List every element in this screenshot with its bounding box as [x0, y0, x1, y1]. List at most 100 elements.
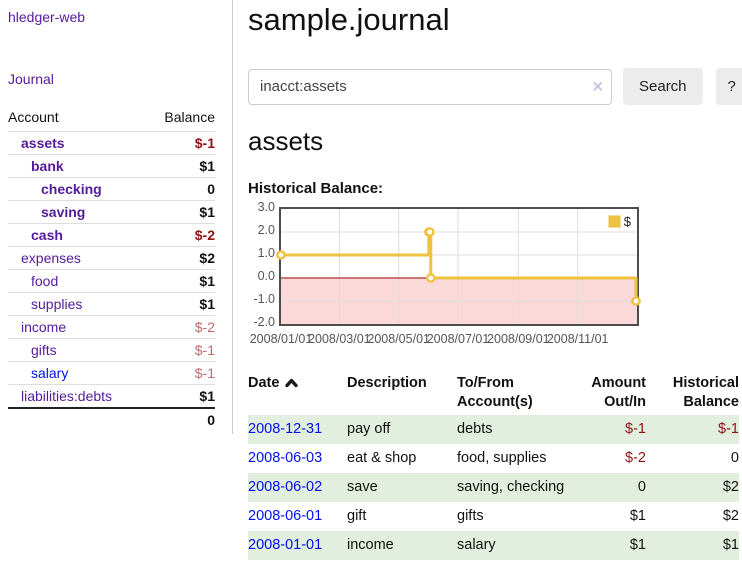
account-balance: $-1	[147, 362, 215, 385]
clear-search-icon[interactable]: ×	[592, 77, 603, 95]
account-row: income$-2	[8, 316, 215, 339]
transaction-date-link[interactable]: 2008-01-01	[248, 537, 322, 553]
sidebar-account-link-food[interactable]: food	[31, 273, 58, 289]
journal-link[interactable]: Journal	[8, 71, 54, 87]
register-row: 2008-12-31pay offdebts$-1$-1	[248, 415, 739, 444]
account-name-cell: checking	[8, 178, 147, 201]
x-tick-label: 2008/01/01	[250, 332, 313, 346]
register-col-header-description: Description	[347, 371, 457, 415]
transaction-date-link[interactable]: 2008-06-01	[248, 508, 322, 524]
search-input[interactable]	[248, 69, 612, 105]
register-col-header-balance: HistoricalBalance	[646, 371, 739, 415]
sidebar-account-link-supplies[interactable]: supplies	[31, 296, 82, 312]
help-button[interactable]: ?	[716, 68, 742, 105]
account-name-cell: cash	[8, 224, 147, 247]
register-description-cell: eat & shop	[347, 444, 457, 473]
sidebar-account-link-saving[interactable]: saving	[41, 204, 85, 220]
main-content: sample.journal × Search ? assets Histori…	[233, 0, 742, 560]
transaction-date-link[interactable]: 2008-06-02	[248, 479, 322, 495]
register-description-cell: income	[347, 531, 457, 560]
accounts-table: Account Balance assets$-1bank$1checking0…	[8, 106, 215, 431]
sidebar-account-link-expenses[interactable]: expenses	[21, 250, 81, 266]
sidebar-account-link-bank[interactable]: bank	[31, 158, 64, 174]
account-name-cell: income	[8, 316, 147, 339]
x-tick-label: 2008/03/01	[308, 332, 371, 346]
account-name-cell: salary	[8, 362, 147, 385]
search-input-wrap: ×	[248, 69, 612, 105]
historical-balance-chart: $ 3.02.01.00.0-1.0-2.0 2008/01/012008/03…	[248, 206, 742, 352]
transaction-date-link[interactable]: 2008-12-31	[248, 421, 322, 437]
register-description-cell: gift	[347, 502, 457, 531]
register-body: 2008-12-31pay offdebts$-1$-12008-06-03ea…	[248, 415, 739, 560]
register-date-cell: 2008-06-02	[248, 473, 347, 502]
x-tick-label: 2008/09/01	[487, 332, 550, 346]
sidebar-account-link-assets[interactable]: assets	[21, 135, 65, 151]
register-balance-cell: $-1	[646, 415, 739, 444]
register-amount-cell: $1	[567, 531, 646, 560]
sidebar-account-link-checking[interactable]: checking	[41, 181, 102, 197]
account-row: checking0	[8, 178, 215, 201]
legend-swatch-icon	[608, 215, 621, 228]
register-amount-cell: 0	[567, 473, 646, 502]
account-name-cell: expenses	[8, 247, 147, 270]
register-amount-cell: $1	[567, 502, 646, 531]
register-col-header-accounts: To/FromAccount(s)	[457, 371, 567, 415]
accounts-header-account: Account	[8, 106, 147, 132]
account-balance: $-2	[147, 224, 215, 247]
account-row: assets $-1	[8, 132, 215, 155]
register-amount-cell: $-2	[567, 444, 646, 473]
account-row: food $1	[8, 270, 215, 293]
sidebar-account-link-cash[interactable]: cash	[31, 227, 63, 243]
accounts-total-value: 0	[147, 408, 215, 431]
register-accounts-cell: salary	[457, 531, 567, 560]
accounts-total-spacer	[8, 408, 147, 431]
page: hledger-web Journal Account Balance asse…	[0, 0, 742, 560]
account-row: expenses $2	[8, 247, 215, 270]
account-balance: $1	[147, 385, 215, 409]
register-balance-cell: $1	[646, 531, 739, 560]
search-button[interactable]: Search	[623, 68, 703, 105]
account-name-cell: supplies	[8, 293, 147, 316]
x-tick-label: 2008/05/01	[367, 332, 430, 346]
sidebar-account-link-income[interactable]: income	[21, 319, 66, 335]
accounts-total-row: 0	[8, 408, 215, 431]
y-tick-label: -1.0	[248, 292, 275, 306]
account-row: gifts$-1	[8, 339, 215, 362]
register-amount-cell: $-1	[567, 415, 646, 444]
account-name-cell: food	[8, 270, 147, 293]
sidebar-account-link-salary[interactable]: salary	[31, 365, 68, 381]
sidebar: hledger-web Journal Account Balance asse…	[0, 0, 233, 434]
sort-ascending-icon[interactable]	[285, 378, 298, 388]
account-balance: $1	[147, 293, 215, 316]
register-description-cell: pay off	[347, 415, 457, 444]
register-balance-cell: 0	[646, 444, 739, 473]
register-date-cell: 2008-06-03	[248, 444, 347, 473]
y-tick-label: 0.0	[248, 269, 275, 283]
chart-svg	[281, 209, 637, 324]
account-row: salary $-1	[8, 362, 215, 385]
search-form: × Search ?	[248, 68, 742, 105]
sidebar-account-link-liabilities-debts[interactable]: liabilities:debts	[21, 388, 112, 404]
brand-link[interactable]: hledger-web	[8, 9, 85, 25]
sidebar-accounts-body: assets$-1bank$1checking0saving$1cash$-2e…	[8, 132, 215, 409]
register-row: 2008-01-01incomesalary$1$1	[248, 531, 739, 560]
account-balance: $-1	[147, 132, 215, 155]
y-tick-label: 3.0	[248, 200, 275, 214]
transaction-date-link[interactable]: 2008-06-03	[248, 450, 322, 466]
legend-label: $	[624, 214, 631, 229]
sidebar-account-link-gifts[interactable]: gifts	[31, 342, 57, 358]
account-name-cell: liabilities:debts	[8, 385, 147, 409]
register-description-cell: save	[347, 473, 457, 502]
register-col-header-date[interactable]: Date	[248, 371, 347, 415]
page-title: sample.journal	[248, 2, 742, 38]
register-accounts-cell: food, supplies	[457, 444, 567, 473]
account-name-cell: saving	[8, 201, 147, 224]
account-balance: $1	[147, 270, 215, 293]
register-accounts-cell: saving, checking	[457, 473, 567, 502]
register-row: 2008-06-02savesaving, checking0$2	[248, 473, 739, 502]
register-date-cell: 2008-01-01	[248, 531, 347, 560]
account-name-cell: gifts	[8, 339, 147, 362]
account-balance: $2	[147, 247, 215, 270]
chart-plot-area[interactable]: $	[279, 207, 639, 326]
chart-label: Historical Balance:	[248, 180, 742, 197]
